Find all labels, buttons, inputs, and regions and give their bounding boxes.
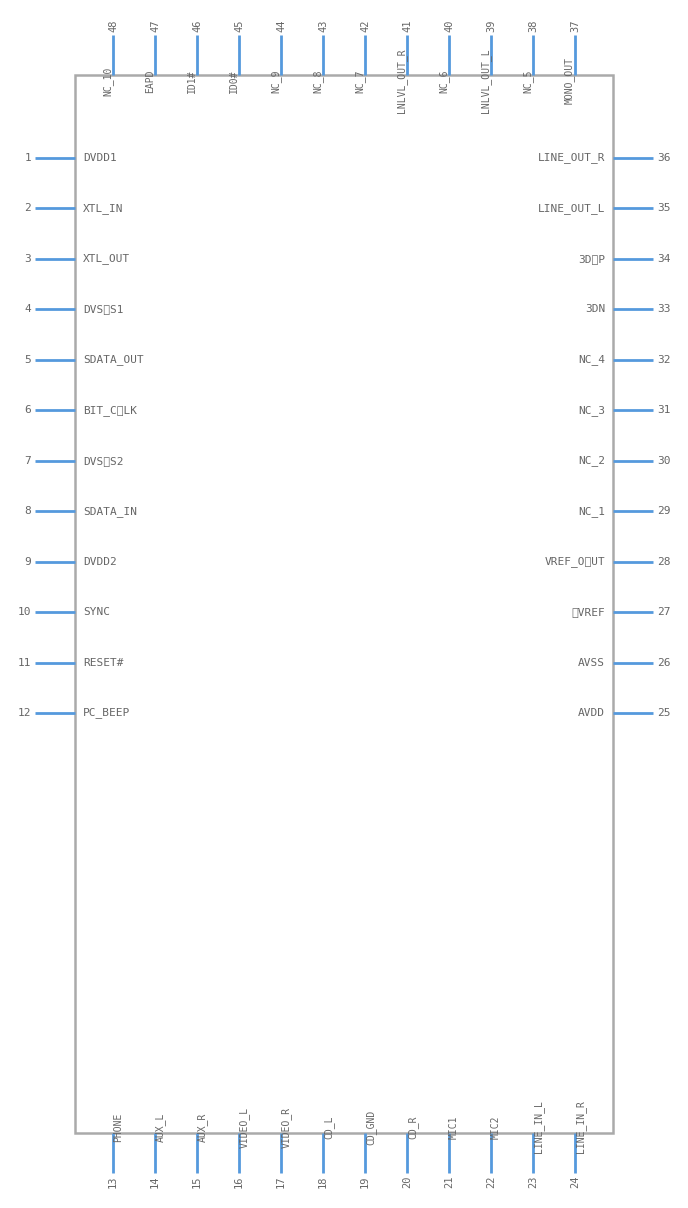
Text: NC_9: NC_9 — [270, 69, 281, 93]
Text: 21: 21 — [444, 1177, 454, 1189]
Text: 8: 8 — [24, 506, 31, 516]
Text: 35: 35 — [657, 203, 671, 214]
Text: PC_BEEP: PC_BEEP — [83, 708, 130, 719]
Text: 23: 23 — [528, 1177, 538, 1189]
Text: 41: 41 — [402, 19, 412, 31]
Text: VIDEO_L: VIDEO_L — [239, 1107, 250, 1148]
Text: 45: 45 — [234, 19, 244, 31]
Text: BIT_C͞LK: BIT_C͞LK — [83, 405, 137, 416]
Text: 46: 46 — [192, 19, 202, 31]
Text: 29: 29 — [657, 506, 671, 516]
Text: 14: 14 — [150, 1177, 160, 1189]
Text: 10: 10 — [17, 608, 31, 617]
Text: LINE_OUT_R: LINE_OUT_R — [537, 152, 605, 163]
Text: NC_1: NC_1 — [578, 506, 605, 517]
Text: 38: 38 — [528, 19, 538, 31]
Text: DVS͞S2: DVS͞S2 — [83, 455, 124, 466]
Text: ID0#: ID0# — [229, 69, 239, 93]
Text: 37: 37 — [570, 19, 580, 31]
Text: 17: 17 — [276, 1177, 286, 1189]
Text: NC_4: NC_4 — [578, 354, 605, 365]
Text: CD_R: CD_R — [407, 1115, 418, 1139]
Text: 6: 6 — [24, 405, 31, 416]
Text: 44: 44 — [276, 19, 286, 31]
Text: LNLVL_OUT_L: LNLVL_OUT_L — [480, 48, 491, 114]
Text: AVSS: AVSS — [578, 657, 605, 668]
Text: 24: 24 — [570, 1177, 580, 1189]
Text: 22: 22 — [486, 1177, 496, 1189]
Text: CD_GND: CD_GND — [365, 1109, 376, 1145]
Text: ID1#: ID1# — [187, 69, 197, 93]
Text: NC_7: NC_7 — [354, 69, 365, 93]
Text: 12: 12 — [17, 708, 31, 718]
Text: 39: 39 — [486, 19, 496, 31]
Text: MIC1: MIC1 — [449, 1115, 459, 1139]
Text: LINE_OUT_L: LINE_OUT_L — [537, 203, 605, 214]
Text: LINE_IN_L: LINE_IN_L — [533, 1100, 544, 1154]
Text: NC_8: NC_8 — [312, 69, 323, 93]
Text: 19: 19 — [360, 1177, 370, 1189]
Text: SDATA_OUT: SDATA_OUT — [83, 354, 144, 365]
Text: 16: 16 — [234, 1177, 244, 1189]
Text: 4: 4 — [24, 304, 31, 314]
Text: CD_L: CD_L — [323, 1115, 334, 1139]
Text: 3D͞P: 3D͞P — [578, 254, 605, 263]
Text: 7: 7 — [24, 455, 31, 466]
Text: 42: 42 — [360, 19, 370, 31]
Text: 2: 2 — [24, 203, 31, 214]
Text: 18: 18 — [318, 1177, 328, 1189]
Text: 40: 40 — [444, 19, 454, 31]
Text: DVS͞S1: DVS͞S1 — [83, 304, 124, 314]
Text: EAPD: EAPD — [145, 69, 155, 93]
Text: 13: 13 — [108, 1177, 118, 1189]
Text: MONO_OUT: MONO_OUT — [564, 58, 575, 105]
Text: AVDD: AVDD — [578, 708, 605, 718]
Text: 28: 28 — [657, 557, 671, 567]
Text: 26: 26 — [657, 657, 671, 668]
Text: 43: 43 — [318, 19, 328, 31]
Text: DVDD2: DVDD2 — [83, 557, 117, 567]
Text: 3DN: 3DN — [585, 304, 605, 314]
Text: NC_2: NC_2 — [578, 455, 605, 466]
Text: 30: 30 — [657, 455, 671, 466]
Text: PHONE: PHONE — [113, 1113, 123, 1142]
Text: NC_3: NC_3 — [578, 405, 605, 416]
Text: ͞VREF: ͞VREF — [571, 608, 605, 617]
Text: XTL_IN: XTL_IN — [83, 203, 124, 214]
Text: AUX_L: AUX_L — [155, 1113, 166, 1142]
Text: 27: 27 — [657, 608, 671, 617]
Text: SDATA_IN: SDATA_IN — [83, 506, 137, 517]
Text: RESET#: RESET# — [83, 657, 124, 668]
Text: 1: 1 — [24, 153, 31, 163]
Text: XTL_OUT: XTL_OUT — [83, 254, 130, 265]
Text: DVDD1: DVDD1 — [83, 153, 117, 163]
Text: 25: 25 — [657, 708, 671, 718]
Text: LNLVL_OUT_R: LNLVL_OUT_R — [396, 48, 407, 114]
Text: 3: 3 — [24, 254, 31, 263]
Text: NC_5: NC_5 — [522, 69, 533, 93]
Text: 33: 33 — [657, 304, 671, 314]
Text: NC_6: NC_6 — [438, 69, 449, 93]
Text: 20: 20 — [402, 1177, 412, 1189]
Text: 47: 47 — [150, 19, 160, 31]
Text: LINE_IN_R: LINE_IN_R — [575, 1100, 586, 1154]
Text: 36: 36 — [657, 153, 671, 163]
Text: 32: 32 — [657, 355, 671, 365]
Text: 31: 31 — [657, 405, 671, 416]
Text: SYNC: SYNC — [83, 608, 110, 617]
Text: MIC2: MIC2 — [491, 1115, 501, 1139]
Text: AUX_R: AUX_R — [197, 1113, 208, 1142]
Text: NC_10: NC_10 — [102, 66, 113, 95]
Bar — [75, 75, 613, 1133]
Text: 5: 5 — [24, 355, 31, 365]
Text: 48: 48 — [108, 19, 118, 31]
Text: 34: 34 — [657, 254, 671, 263]
Text: VIDEO_R: VIDEO_R — [281, 1107, 292, 1148]
Text: 11: 11 — [17, 657, 31, 668]
Text: 15: 15 — [192, 1177, 202, 1189]
Text: VREF_O͞UT: VREF_O͞UT — [544, 556, 605, 567]
Text: 9: 9 — [24, 557, 31, 567]
